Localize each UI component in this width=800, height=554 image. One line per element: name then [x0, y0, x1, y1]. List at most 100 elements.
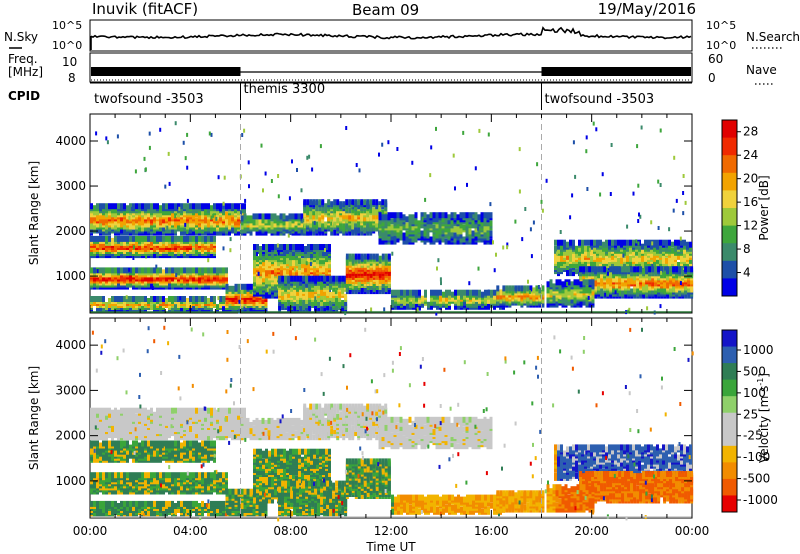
- power-cell: [287, 281, 291, 288]
- power-cell: [621, 288, 625, 295]
- power-cell: [255, 213, 259, 220]
- power-cell: [415, 289, 418, 296]
- power-cell: [354, 221, 358, 228]
- power-cell: [474, 226, 478, 233]
- power-cell: [303, 211, 307, 218]
- power-cell: [453, 232, 457, 239]
- power-cell: [90, 267, 93, 274]
- power-cell: [120, 203, 123, 210]
- power-cell: [207, 225, 210, 232]
- power-cell: [641, 247, 644, 254]
- power-cell: [423, 238, 427, 245]
- power-cell: [523, 285, 527, 292]
- power-cell: [647, 239, 650, 246]
- power-cell: [278, 275, 282, 282]
- power-cell: [608, 249, 611, 256]
- power-cell: [156, 267, 159, 274]
- power-cell: [258, 223, 262, 230]
- power-cell: [487, 293, 490, 300]
- power-cell: [605, 239, 608, 246]
- power-cell: [168, 215, 171, 222]
- power-cell: [138, 244, 141, 250]
- power-cell: [268, 244, 271, 250]
- power-cell: [168, 277, 171, 284]
- power-cell: [129, 235, 132, 242]
- power-cell: [132, 203, 135, 210]
- power-cell: [207, 203, 210, 210]
- power-cell: [384, 232, 388, 239]
- power-cell: [99, 221, 102, 228]
- power-cell: [186, 235, 189, 242]
- power-cell: [321, 217, 325, 224]
- power-cell: [496, 289, 500, 296]
- power-cell: [204, 304, 207, 311]
- power-cell: [445, 289, 448, 296]
- power-cell: [429, 236, 433, 243]
- power-cell: [541, 285, 545, 292]
- power-cell: [138, 215, 141, 222]
- power-cell: [126, 235, 129, 242]
- power-cell: [108, 235, 111, 242]
- power-cell: [354, 253, 358, 260]
- power-cell: [198, 296, 201, 302]
- power-cell: [327, 199, 331, 206]
- power-cell: [153, 304, 156, 311]
- power-cell: [477, 214, 481, 221]
- power-cell: [465, 226, 469, 233]
- power-cell: [457, 303, 460, 310]
- power-cell: [600, 288, 604, 295]
- power-cell: [278, 304, 282, 311]
- power-cell: [674, 239, 677, 246]
- power-cell: [469, 289, 472, 296]
- power-cell: [326, 283, 330, 290]
- power-cell: [183, 235, 186, 242]
- power-cell: [600, 272, 604, 279]
- power-cell: [572, 253, 575, 260]
- power-cell: [126, 267, 129, 274]
- power-cell: [436, 289, 439, 296]
- power-cell: [529, 285, 533, 292]
- power-cell: [585, 266, 589, 273]
- power-cell: [317, 283, 321, 290]
- power-cell: [183, 244, 186, 250]
- power-cell: [325, 268, 328, 275]
- power-cell: [120, 235, 123, 242]
- power-cell: [354, 267, 358, 274]
- power-cell: [150, 203, 153, 210]
- power-cell: [423, 230, 427, 237]
- power-cell: [514, 285, 518, 292]
- power-cell: [609, 266, 613, 273]
- power-cell: [590, 260, 593, 266]
- power-cell: [291, 213, 295, 220]
- power-cell: [108, 203, 111, 210]
- power-cell: [289, 258, 292, 265]
- power-cell: [135, 235, 138, 242]
- power-cell: [405, 222, 409, 229]
- power-cell: [277, 260, 280, 267]
- power-cell: [526, 285, 530, 292]
- power-cell: [466, 289, 469, 296]
- power-cell: [314, 304, 318, 311]
- power-cell: [252, 219, 256, 226]
- power-cell: [603, 266, 607, 273]
- power-cell: [477, 218, 481, 225]
- power-cell: [450, 222, 454, 229]
- power-cell: [344, 293, 348, 300]
- power-cell: [201, 235, 204, 242]
- power-cell: [186, 298, 189, 304]
- power-cell: [231, 209, 234, 216]
- power-cell: [363, 225, 367, 232]
- power-cell: [317, 300, 321, 306]
- power-cell: [168, 281, 171, 288]
- power-cell: [264, 213, 268, 220]
- power-cell: [360, 213, 364, 220]
- power-cell: [126, 205, 129, 212]
- power-cell: [117, 281, 120, 288]
- power-cell: [228, 289, 232, 296]
- power-cell: [228, 285, 232, 292]
- power-cell: [99, 306, 102, 313]
- power-cell: [405, 216, 409, 223]
- power-cell: [588, 270, 592, 277]
- power-cell: [183, 296, 186, 302]
- power-cell: [204, 267, 207, 274]
